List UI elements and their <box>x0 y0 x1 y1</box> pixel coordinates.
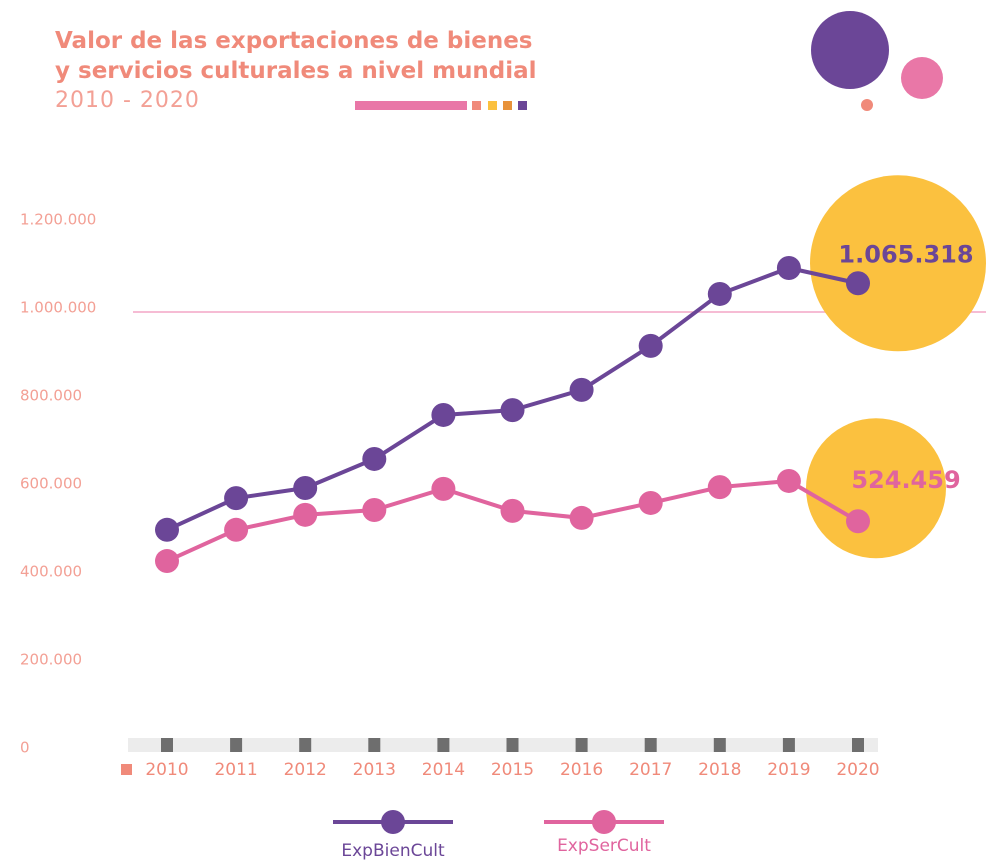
data-point <box>293 476 318 500</box>
legend-marker <box>592 810 616 834</box>
data-point <box>776 256 801 280</box>
x-tick-label: 2011 <box>214 760 257 780</box>
chart-subtitle: 2010 - 2020 <box>55 88 200 113</box>
data-point <box>155 549 179 574</box>
x-tick-label: 2016 <box>560 760 603 780</box>
x-tick <box>506 738 519 752</box>
x-tick-label: 2014 <box>422 760 465 780</box>
x-tick-label: 2019 <box>767 760 810 780</box>
x-tick <box>644 738 657 752</box>
data-point <box>638 490 663 515</box>
x-tick <box>368 738 381 752</box>
y-tick-label: 800.000 <box>20 387 82 405</box>
data-point <box>431 402 456 427</box>
x-tick-label: 2012 <box>284 760 327 780</box>
x-tick <box>575 738 588 752</box>
x-tick <box>782 738 795 752</box>
highlight-circle <box>806 418 946 559</box>
x-tick <box>437 738 450 752</box>
x-tick <box>299 738 312 752</box>
data-point <box>846 271 870 296</box>
data-point <box>776 468 801 493</box>
x-tick <box>161 738 173 752</box>
data-point <box>224 486 249 511</box>
data-point <box>569 377 594 402</box>
data-label: 1.065.318 <box>838 240 973 268</box>
y-tick-label: 200.000 <box>20 651 82 669</box>
x-tick <box>230 738 243 752</box>
data-point <box>500 398 525 423</box>
legend-label: ExpSerCult <box>557 836 651 856</box>
data-point <box>155 517 179 542</box>
decoration <box>121 11 943 775</box>
x-tick-label: 2020 <box>836 760 879 780</box>
data-point <box>362 498 387 522</box>
x-tick-label: 2013 <box>353 760 396 780</box>
y-tick-label: 400.000 <box>20 563 82 581</box>
x-tick <box>852 738 864 752</box>
data-point <box>707 281 732 306</box>
highlight-circle <box>810 175 986 352</box>
data-point <box>846 509 870 534</box>
x-tick-label: 2018 <box>698 760 741 780</box>
legend-label: ExpBienCult <box>341 841 445 861</box>
data-point <box>431 476 456 501</box>
data-point <box>224 517 249 542</box>
chart-title: Valor de las exportaciones de bienes y s… <box>55 28 537 84</box>
x-tick <box>713 738 726 752</box>
legend-marker <box>381 810 405 834</box>
y-tick-label: 0 <box>20 739 30 757</box>
data-point <box>293 502 318 527</box>
x-tick-label: 2015 <box>491 760 534 780</box>
y-tick-label: 1.200.000 <box>20 211 96 229</box>
y-tick-label: 1.000.000 <box>20 299 96 317</box>
data-label: 524.459 <box>851 466 960 494</box>
data-point <box>500 498 525 523</box>
data-point <box>707 475 732 500</box>
data-point <box>362 446 387 471</box>
y-tick-label: 600.000 <box>20 475 82 493</box>
data-point <box>569 505 594 530</box>
data-point <box>638 333 663 358</box>
x-tick-label: 2017 <box>629 760 672 780</box>
x-tick-label: 2010 <box>145 760 188 780</box>
